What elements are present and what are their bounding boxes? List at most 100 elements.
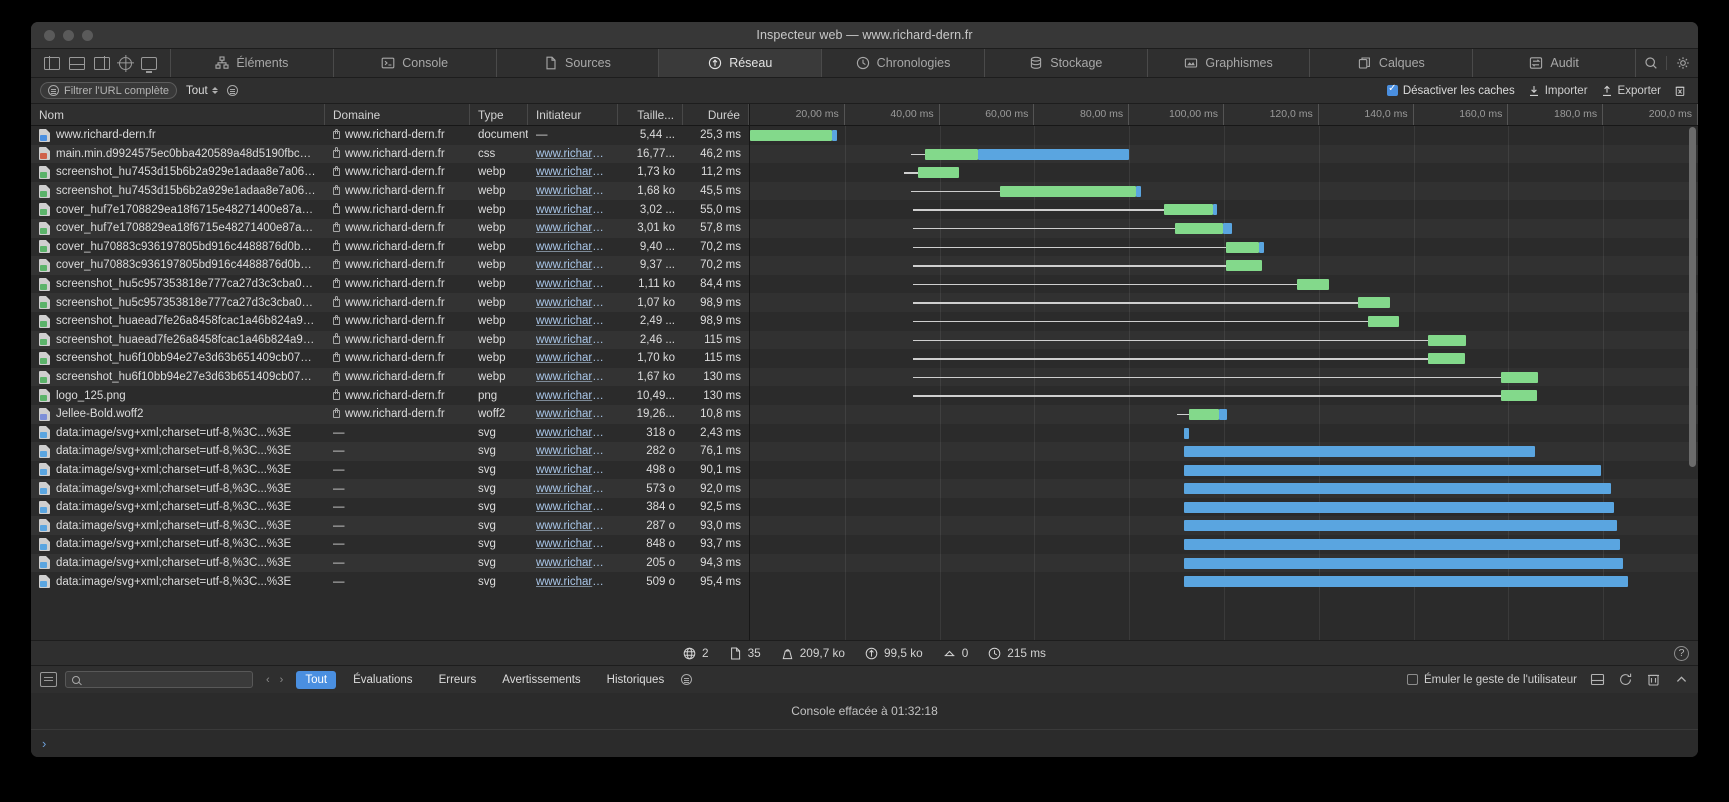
initiator-link[interactable]: www.richard-d... — [536, 222, 610, 235]
waterfall-bar[interactable] — [1184, 520, 1618, 532]
prev-result-icon[interactable]: ‹ — [266, 673, 270, 686]
table-row[interactable]: logo_125.png www.richard-dern.fr png www.ri… — [31, 386, 749, 405]
reload-icon[interactable] — [1618, 672, 1633, 687]
waterfall-bar[interactable] — [917, 167, 960, 179]
column-header-type[interactable]: Type — [470, 104, 528, 125]
split-console-icon[interactable] — [1590, 672, 1605, 687]
gear-icon[interactable] — [1667, 56, 1698, 70]
console-prompt[interactable]: › — [31, 730, 1698, 757]
table-row[interactable]: cover_huf7e1708829ea18f6715e48271400e87a… — [31, 218, 749, 238]
grouping-icon[interactable] — [226, 85, 238, 96]
table-row[interactable]: data:image/svg+xml;charset=utf-8,%3C...%… — [31, 460, 749, 480]
cell-initiator[interactable]: www.richard-d... — [528, 554, 618, 573]
cell-initiator[interactable]: www.richard-d... — [528, 331, 618, 350]
waterfall-bar[interactable] — [750, 130, 832, 141]
cell-initiator[interactable]: www.richard-d... — [528, 535, 618, 554]
waterfall-bar[interactable] — [1184, 539, 1621, 551]
cell-initiator[interactable]: www.richard-d... — [528, 238, 618, 257]
initiator-link[interactable]: www.richard-d... — [536, 259, 610, 272]
dock-right-icon[interactable] — [94, 56, 110, 70]
waterfall-bar[interactable] — [1500, 390, 1537, 402]
console-filter-tout[interactable]: Tout — [296, 670, 337, 689]
cell-initiator[interactable]: www.richard-d... — [528, 479, 618, 498]
table-row[interactable]: data:image/svg+xml;charset=utf-8,%3C...%… — [31, 423, 749, 443]
url-filter-input[interactable]: Filtrer l'URL complète — [40, 82, 177, 99]
cell-initiator[interactable]: www.richard-d... — [528, 405, 618, 424]
waterfall-bar[interactable] — [1357, 297, 1390, 309]
cell-initiator[interactable]: www.richard-d... — [528, 368, 618, 387]
table-row[interactable]: screenshot_hu5c957353818e777ca27d3c3cba0… — [31, 274, 749, 294]
waterfall-bar[interactable] — [1184, 557, 1624, 569]
emulate-gesture-checkbox[interactable]: Émuler le geste de l'utilisateur — [1406, 674, 1577, 686]
initiator-link[interactable]: www.richard-d... — [536, 575, 610, 588]
table-row[interactable]: cover_huf7e1708829ea18f6715e48271400e87a… — [31, 200, 749, 219]
import-button[interactable]: Importer — [1528, 85, 1588, 97]
waterfall-bar[interactable] — [1164, 204, 1213, 216]
tab-layers[interactable]: Calques — [1310, 49, 1474, 77]
tab-graphics[interactable]: Graphismes — [1148, 49, 1311, 77]
table-row[interactable]: data:image/svg+xml;charset=utf-8,%3C...%… — [31, 572, 749, 591]
clear-console-button[interactable] — [40, 672, 57, 687]
waterfall-bar[interactable] — [1184, 427, 1189, 439]
table-row[interactable]: screenshot_hu5c957353818e777ca27d3c3cba0… — [31, 293, 749, 312]
responsive-design-icon[interactable] — [141, 56, 157, 73]
dock-left-icon[interactable] — [44, 56, 60, 70]
console-settings-icon[interactable] — [681, 674, 693, 685]
tab-timelines[interactable]: Chronologies — [822, 49, 985, 77]
disable-caches-checkbox[interactable]: Désactiver les caches — [1386, 83, 1515, 97]
table-row[interactable]: data:image/svg+xml;charset=utf-8,%3C...%… — [31, 479, 749, 498]
column-header-initiator[interactable]: Initiateur — [528, 104, 618, 125]
clear-network-button[interactable] — [1674, 85, 1686, 97]
waterfall-bar[interactable] — [1184, 576, 1628, 588]
table-row[interactable]: screenshot_hu6f10bb94e27e3d63b651409cb07… — [31, 349, 749, 368]
table-row[interactable]: screenshot_huaead7fe26a8458fcac1a46b824a… — [31, 311, 749, 331]
waterfall-bar[interactable] — [925, 148, 978, 160]
export-button[interactable]: Exporter — [1601, 85, 1661, 97]
tab-console[interactable]: Console — [334, 49, 497, 77]
initiator-link[interactable]: www.richard-d... — [536, 408, 610, 421]
table-row[interactable]: data:image/svg+xml;charset=utf-8,%3C...%… — [31, 553, 749, 573]
column-header-name[interactable]: Nom — [31, 104, 325, 125]
initiator-link[interactable]: www.richard-d... — [536, 463, 610, 476]
waterfall-bar[interactable] — [1259, 241, 1264, 253]
initiator-link[interactable]: www.richard-d... — [536, 519, 610, 532]
table-row[interactable]: screenshot_hu7453d15b6b2a929e1adaa8e7a06… — [31, 163, 749, 182]
column-header-duration[interactable]: Durée — [683, 104, 749, 125]
console-nav[interactable]: ‹ › — [261, 674, 288, 686]
vertical-scrollbar[interactable] — [1688, 127, 1697, 638]
waterfall-bar[interactable] — [1135, 185, 1141, 197]
console-filter-erreurs[interactable]: Erreurs — [438, 673, 477, 686]
waterfall-bar[interactable] — [1000, 185, 1136, 197]
tab-audit[interactable]: Audit — [1473, 49, 1637, 77]
waterfall-bar[interactable] — [1296, 278, 1330, 290]
waterfall-bar[interactable] — [1225, 260, 1262, 272]
table-row[interactable]: screenshot_hu7453d15b6b2a929e1adaa8e7a06… — [31, 181, 749, 201]
cell-initiator[interactable]: www.richard-d... — [528, 275, 618, 294]
table-row[interactable]: data:image/svg+xml;charset=utf-8,%3C...%… — [31, 516, 749, 536]
close-button[interactable] — [44, 29, 55, 41]
tab-network[interactable]: Réseau — [659, 49, 823, 77]
cell-initiator[interactable]: www.richard-d... — [528, 498, 618, 517]
waterfall-bar[interactable] — [977, 148, 1130, 160]
resource-type-select[interactable]: Tout — [186, 85, 218, 97]
cell-initiator[interactable]: www.richard-d... — [528, 293, 618, 312]
initiator-link[interactable]: www.richard-d... — [536, 482, 610, 495]
cell-initiator[interactable]: www.richard-d... — [528, 386, 618, 405]
waterfall-bar[interactable] — [1212, 204, 1218, 216]
table-row[interactable]: data:image/svg+xml;charset=utf-8,%3C...%… — [31, 497, 749, 517]
cell-initiator[interactable]: www.richard-d... — [528, 182, 618, 201]
waterfall-bar[interactable] — [1219, 408, 1227, 420]
table-row[interactable]: screenshot_huaead7fe26a8458fcac1a46b824a… — [31, 330, 749, 350]
initiator-link[interactable]: www.richard-d... — [536, 296, 610, 309]
waterfall-bar[interactable] — [1427, 334, 1466, 346]
table-row[interactable]: data:image/svg+xml;charset=utf-8,%3C...%… — [31, 442, 749, 461]
cell-initiator[interactable]: www.richard-d... — [528, 256, 618, 275]
cell-initiator[interactable]: www.richard-d... — [528, 312, 618, 331]
initiator-link[interactable]: www.richard-d... — [536, 240, 610, 253]
traffic-lights[interactable] — [44, 29, 93, 41]
waterfall-bar[interactable] — [831, 130, 838, 141]
initiator-link[interactable]: www.richard-d... — [536, 333, 610, 346]
waterfall-bar[interactable] — [1225, 241, 1260, 253]
initiator-link[interactable]: www.richard-d... — [536, 278, 610, 291]
tab-sources[interactable]: Sources — [497, 49, 660, 77]
